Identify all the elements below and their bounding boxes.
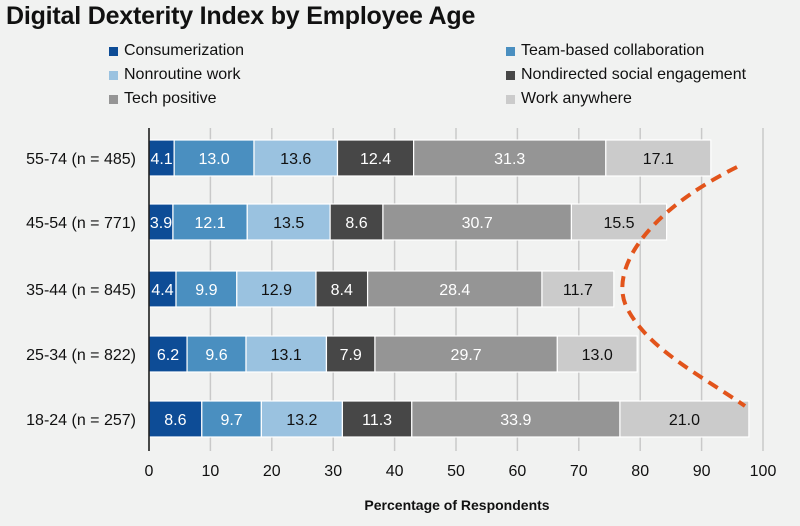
bar-segment [341, 400, 413, 438]
bar-segment [148, 400, 203, 438]
data-label: 28.4 [439, 282, 470, 299]
data-label: 33.9 [500, 412, 531, 429]
x-tick-label: 50 [447, 463, 465, 480]
data-label: 11.3 [362, 412, 392, 429]
legend-item: Consumerization [109, 42, 244, 60]
bar-segment [260, 400, 344, 438]
x-tick-label: 80 [631, 463, 649, 480]
data-label: 13.6 [280, 151, 311, 168]
data-label: 8.4 [331, 282, 353, 299]
data-label: 29.7 [451, 347, 482, 364]
legend-swatch [109, 70, 118, 80]
x-tick-label: 60 [509, 463, 527, 480]
bar-segment [201, 400, 262, 438]
category-label: 35-44 (n = 845) [26, 282, 136, 299]
bar-segment [605, 139, 712, 177]
x-tick-label: 40 [386, 463, 404, 480]
x-tick-label: 100 [750, 463, 777, 480]
data-label: 12.4 [360, 151, 391, 168]
legend-swatch [109, 46, 118, 56]
data-label: 13.0 [582, 347, 613, 364]
bar-segment [366, 270, 543, 308]
legend-swatch [506, 46, 515, 56]
bar-segment [329, 203, 384, 241]
legend-item: Tech positive [109, 90, 217, 108]
x-axis-title: Percentage of Respondents [364, 497, 549, 513]
legend-label: Nonroutine work [124, 66, 241, 83]
category-label: 55-74 (n = 485) [26, 151, 136, 168]
data-label: 13.1 [271, 347, 302, 364]
data-label: 9.7 [220, 412, 242, 429]
legend-swatch [506, 70, 515, 80]
legend-item: Nonroutine work [109, 66, 241, 84]
category-label: 25-34 (n = 822) [26, 347, 136, 364]
x-tick-label: 90 [693, 463, 711, 480]
legend-label: Tech positive [124, 90, 217, 107]
legend-swatch [506, 94, 515, 104]
bar-segment [245, 335, 328, 373]
data-label: 11.7 [563, 282, 593, 299]
data-label: 7.9 [340, 347, 362, 364]
data-label: 12.1 [195, 215, 226, 232]
data-label: 8.6 [345, 215, 367, 232]
data-label: 31.3 [494, 151, 525, 168]
data-label: 15.5 [603, 215, 634, 232]
x-tick-label: 0 [145, 463, 154, 480]
data-label: 6.2 [157, 347, 179, 364]
legend-item: Team-based collaboration [506, 42, 704, 60]
x-tick-label: 70 [570, 463, 588, 480]
legend-label: Team-based collaboration [521, 42, 705, 59]
legend-item: Work anywhere [506, 90, 632, 108]
bar-segment [336, 139, 415, 177]
bar-segment [619, 400, 750, 438]
bar-segment [148, 335, 188, 373]
bar-segment [253, 139, 339, 177]
legend-swatch [109, 94, 118, 104]
data-label: 13.2 [286, 412, 317, 429]
data-label: 13.0 [199, 151, 230, 168]
bar-segment [325, 335, 376, 373]
data-label: 4.1 [150, 151, 172, 168]
data-label: 13.5 [273, 215, 304, 232]
x-tick-label: 10 [202, 463, 220, 480]
x-tick-label: 30 [324, 463, 342, 480]
bar-segment [315, 270, 369, 308]
bar-segment [570, 203, 668, 241]
bar-segment [541, 270, 615, 308]
data-label: 9.9 [195, 282, 217, 299]
x-tick-label: 20 [263, 463, 281, 480]
legend-label: Work anywhere [521, 90, 632, 107]
data-label: 9.6 [205, 347, 227, 364]
legend-label: Consumerization [124, 42, 245, 59]
category-label: 45-54 (n = 771) [26, 215, 136, 232]
bar-segment [246, 203, 331, 241]
chart-title: Digital Dexterity Index by Employee Age [6, 2, 476, 30]
category-label: 18-24 (n = 257) [26, 412, 136, 429]
data-label: 4.4 [151, 282, 173, 299]
data-label: 3.9 [150, 215, 172, 232]
data-label: 8.6 [164, 412, 186, 429]
data-label: 21.0 [669, 412, 700, 429]
bar-segment [236, 270, 317, 308]
data-label: 30.7 [462, 215, 493, 232]
bar-segment [173, 139, 255, 177]
bar-segment [556, 335, 638, 373]
bar-segment [148, 139, 175, 177]
legend-label: Nondirected social engagement [521, 66, 747, 83]
data-label: 12.9 [261, 282, 292, 299]
data-label: 17.1 [643, 151, 674, 168]
bar-segment [382, 203, 573, 241]
trend-curve-annotation [620, 165, 747, 408]
legend-item: Nondirected social engagement [506, 66, 746, 84]
